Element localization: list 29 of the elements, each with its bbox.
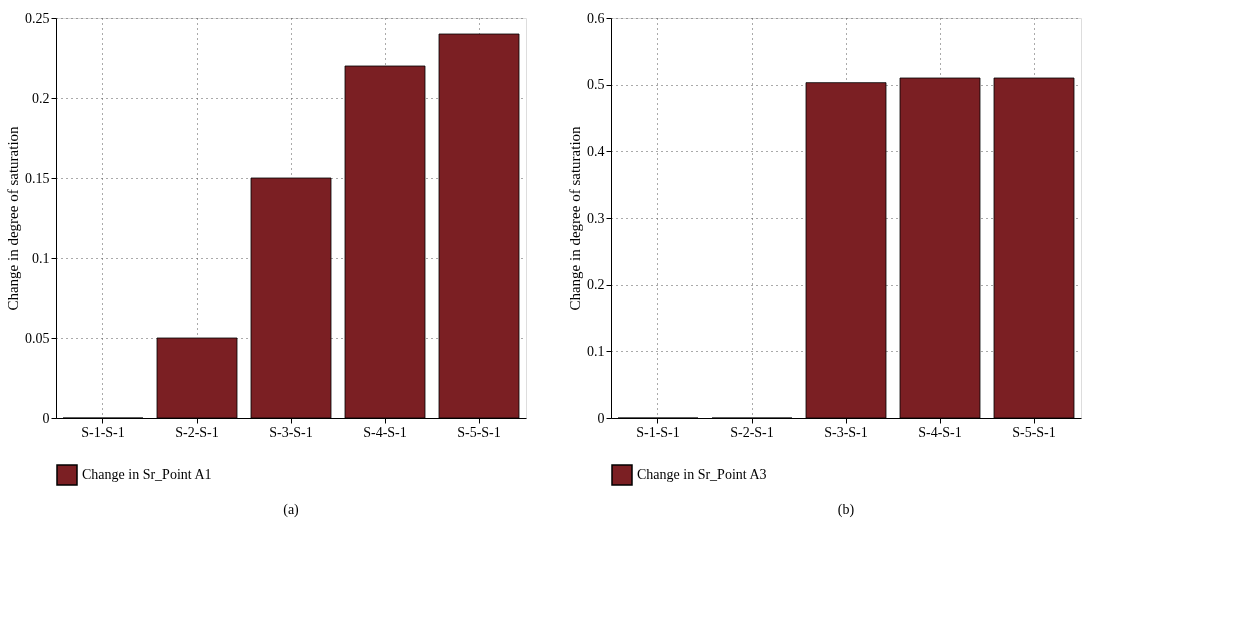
x-tick-label: S-3-S-1 (269, 424, 313, 440)
y-tick-label: 0.15 (25, 170, 50, 186)
x-tick-label: S-1-S-1 (636, 424, 680, 440)
x-tick-label: S-5-S-1 (1012, 424, 1056, 440)
y-tick-label: 0.2 (32, 90, 50, 106)
legend-label: Change in Sr_Point A3 (637, 467, 767, 482)
x-tick-label: S-2-S-1 (730, 424, 774, 440)
y-tick-label: 0 (42, 410, 50, 426)
y-tick-label: 0.2 (587, 277, 605, 293)
y-tick-label: 0.6 (587, 10, 605, 26)
x-tick-label: S-4-S-1 (363, 424, 407, 440)
x-tick-label: S-4-S-1 (918, 424, 962, 440)
y-tick-label: 0 (597, 410, 605, 426)
y-tick-label: 0.1 (587, 343, 605, 359)
y-axis-title: Change in degree of saturation (567, 125, 583, 311)
x-tick-label: S-2-S-1 (175, 424, 219, 440)
text: (a) (283, 502, 300, 518)
y-tick-label: 0.25 (25, 10, 50, 26)
y-axis-title: Change in degree of saturation (5, 125, 21, 311)
text: (b) (837, 502, 855, 518)
x-tick-label: S-5-S-1 (457, 424, 501, 440)
legend-label: Change in Sr_Point A1 (82, 467, 212, 482)
y-tick-label: 0.05 (25, 330, 50, 346)
y-tick-label: 0.4 (587, 143, 605, 159)
y-tick-label: 0.3 (587, 210, 605, 226)
x-tick-label: S-1-S-1 (81, 424, 125, 440)
y-tick-label: 0.5 (587, 77, 605, 93)
y-tick-label: 0.1 (32, 250, 50, 266)
x-tick-label: S-3-S-1 (824, 424, 868, 440)
